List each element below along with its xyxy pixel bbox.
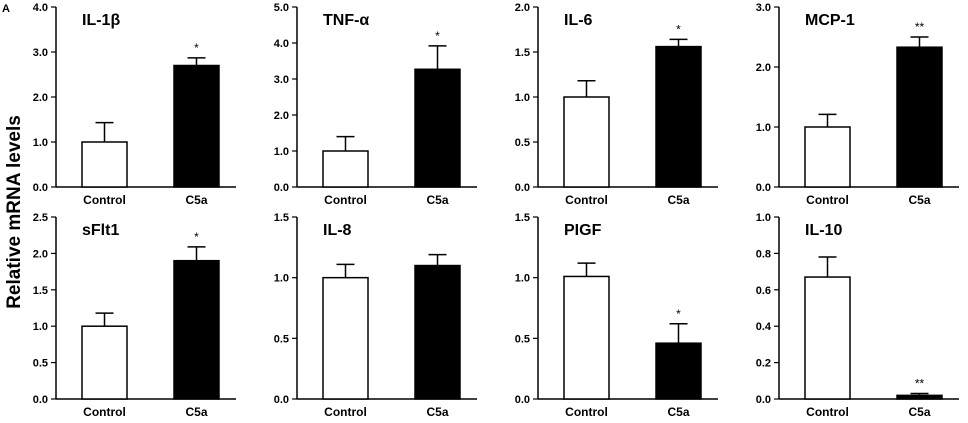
category-label: C5a <box>667 193 689 207</box>
y-tick-label: 1.0 <box>274 273 289 285</box>
panel-title: sFlt1 <box>82 222 119 239</box>
category-label: C5a <box>667 405 689 419</box>
category-label: Control <box>83 405 126 419</box>
y-tick-label: 4.0 <box>274 38 289 50</box>
y-tick-label: 1.0 <box>33 321 48 333</box>
panel-title: PIGF <box>564 222 602 239</box>
category-label: C5a <box>908 193 930 207</box>
y-tick-label: 0.0 <box>756 182 771 194</box>
y-tick-label: 0.0 <box>33 394 48 406</box>
y-tick-label: 1.5 <box>515 212 530 224</box>
y-tick-label: 5.0 <box>274 2 289 14</box>
y-tick-label: 1.5 <box>515 47 530 59</box>
bar <box>804 126 851 188</box>
bar <box>563 275 610 400</box>
bar <box>173 64 220 188</box>
category-label: Control <box>565 193 608 207</box>
category-label: Control <box>806 193 849 207</box>
bar <box>655 342 702 400</box>
panel-title: IL-1β <box>82 12 120 29</box>
y-tick-label: 4.0 <box>33 2 48 14</box>
category-label: Control <box>324 405 367 419</box>
y-tick-label: 0.0 <box>274 394 289 406</box>
chart-panels: 0.0 1.0 2.0 3.0 4.0 Control * C5a IL-1β 0.0 1.0 2.0… <box>33 2 959 419</box>
chart-panel: 0.0 1.0 2.0 3.0 4.0 5.0 Control * C5a TNF-α <box>274 2 477 207</box>
category-label: C5a <box>426 193 448 207</box>
panel-title: IL-6 <box>564 12 593 29</box>
y-tick-label: 1.0 <box>515 273 530 285</box>
significance-marker: * <box>435 29 440 43</box>
panel-title: MCP-1 <box>805 12 855 29</box>
panel-title: TNF-α <box>323 12 369 29</box>
bar <box>804 276 851 400</box>
y-tick-label: 2.0 <box>274 110 289 122</box>
y-tick-label: 1.0 <box>33 137 48 149</box>
y-tick-label: 2.5 <box>33 212 48 224</box>
y-tick-label: 0.5 <box>33 358 48 370</box>
y-tick-label: 3.0 <box>274 74 289 86</box>
bar <box>322 276 369 400</box>
category-label: Control <box>83 193 126 207</box>
y-tick-label: 2.0 <box>515 2 530 14</box>
y-tick-label: 2.0 <box>756 62 771 74</box>
chart-panel: 0.0 0.5 1.0 1.5 2.0 2.5 Control * C5a sFlt1 <box>33 212 236 419</box>
chart-panel: 0.0 1.0 2.0 3.0 4.0 Control * C5a IL-1β <box>33 2 236 207</box>
y-tick-label: 1.0 <box>274 146 289 158</box>
y-tick-label: 2.0 <box>33 92 48 104</box>
category-label: Control <box>565 405 608 419</box>
bar <box>173 259 220 400</box>
bar <box>655 45 702 188</box>
bar <box>896 46 943 188</box>
bar <box>81 325 128 400</box>
y-tick-label: 1.5 <box>33 285 48 297</box>
y-tick-label: 1.0 <box>756 212 771 224</box>
bar <box>322 150 369 188</box>
category-label: Control <box>806 405 849 419</box>
chart-panel: 0.0 0.5 1.0 1.5 2.0 Control * C5a IL-6 <box>515 2 718 207</box>
significance-marker: * <box>194 230 199 244</box>
chart-panel: 0.0 0.2 0.4 0.6 0.8 1.0 Control ** C5a IL-10 <box>756 212 959 419</box>
category-label: C5a <box>185 405 207 419</box>
panel-letter: A <box>2 3 10 15</box>
bar <box>414 264 461 400</box>
y-tick-label: 0.5 <box>274 333 289 345</box>
y-tick-label: 1.0 <box>756 122 771 134</box>
y-tick-label: 3.0 <box>33 47 48 59</box>
chart-panel: 0.0 1.0 2.0 3.0 Control ** C5a MCP-1 <box>756 2 959 207</box>
significance-marker: * <box>194 41 199 55</box>
y-tick-label: 2.0 <box>33 248 48 260</box>
significance-marker: ** <box>915 20 925 34</box>
category-label: C5a <box>908 405 930 419</box>
panel-title: IL-8 <box>323 222 352 239</box>
y-tick-label: 0.0 <box>756 394 771 406</box>
bar <box>896 394 943 400</box>
y-tick-label: 0.8 <box>756 248 771 260</box>
y-tick-label: 0.5 <box>515 333 530 345</box>
panel-title: IL-10 <box>805 222 842 239</box>
y-tick-label: 1.0 <box>515 92 530 104</box>
bar <box>563 96 610 188</box>
significance-marker: ** <box>915 377 925 391</box>
y-tick-label: 0.5 <box>515 137 530 149</box>
bar <box>81 141 128 188</box>
bar <box>414 68 461 188</box>
category-label: C5a <box>426 405 448 419</box>
y-axis-label: Relative mRNA levels <box>4 115 25 309</box>
significance-marker: * <box>676 22 681 36</box>
y-tick-label: 0.6 <box>756 285 771 297</box>
chart-panel: 0.0 0.5 1.0 1.5 Control C5a IL-8 <box>274 212 477 419</box>
y-tick-label: 1.5 <box>274 212 289 224</box>
y-tick-label: 0.0 <box>515 394 530 406</box>
y-tick-label: 0.0 <box>33 182 48 194</box>
significance-marker: * <box>676 307 681 321</box>
y-tick-label: 0.0 <box>515 182 530 194</box>
y-tick-label: 0.4 <box>756 321 772 333</box>
y-tick-label: 0.0 <box>274 182 289 194</box>
category-label: C5a <box>185 193 207 207</box>
category-label: Control <box>324 193 367 207</box>
y-tick-label: 3.0 <box>756 2 771 14</box>
y-tick-label: 0.2 <box>756 358 771 370</box>
chart-panel: 0.0 0.5 1.0 1.5 Control * C5a PIGF <box>515 212 718 419</box>
